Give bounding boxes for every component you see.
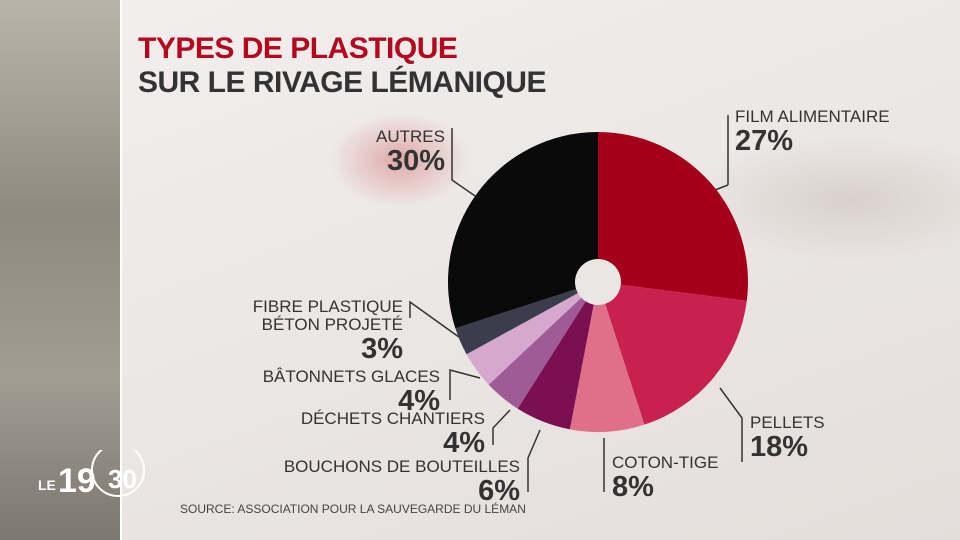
category-label: AUTRES — [376, 127, 445, 146]
value-label: 3% — [361, 333, 403, 365]
donut-slice — [605, 284, 747, 425]
logo-ring — [91, 450, 145, 497]
value-label: 4% — [443, 427, 485, 459]
background-photo — [0, 0, 122, 540]
leader-line — [451, 128, 479, 199]
category-label: DÉCHETS CHANTIERS — [300, 409, 485, 428]
category-label: BOUCHONS DE BOUTEILLES — [283, 457, 520, 476]
donut-slice — [569, 303, 645, 433]
leader-line — [409, 300, 471, 346]
slice-label: COTON-TIGE 8% — [612, 453, 732, 503]
slice-label: PELLETS 18% — [750, 413, 870, 463]
value-label: 30% — [386, 145, 445, 177]
chart-subtitle: SUR LE RIVAGE LÉMANIQUE — [138, 66, 546, 99]
value-label: 8% — [612, 471, 654, 503]
logo-prefix: LE — [38, 477, 56, 493]
leader-line — [719, 387, 743, 462]
leader-line — [527, 429, 541, 492]
donut-slice — [447, 132, 598, 329]
slice-label: FIBRE PLASTIQUE BÉTON PROJETÉ 3% — [230, 297, 403, 365]
value-label: 4% — [398, 385, 440, 417]
slice-label: DÉCHETS CHANTIERS 4% — [280, 409, 485, 459]
slice-label: AUTRES 30% — [300, 127, 445, 177]
slice-label: FILM ALIMENTAIRE 27% — [735, 107, 895, 157]
donut-slice — [455, 289, 578, 355]
leader-line — [714, 184, 729, 191]
value-label: 27% — [735, 125, 794, 157]
leader-line — [449, 369, 481, 400]
logo-graphic: LE 19 30 — [38, 450, 145, 500]
logo-hour: 19 — [58, 462, 96, 500]
category-label: FIBRE PLASTIQUE BÉTON PROJETÉ — [252, 297, 403, 334]
donut-slice — [466, 293, 582, 385]
category-label: BÂTONNETS GLACES — [262, 367, 440, 386]
slice-label: BÂTONNETS GLACES 4% — [240, 367, 440, 417]
category-label: COTON-TIGE — [612, 453, 719, 472]
value-label: 18% — [750, 431, 809, 463]
donut-slice — [488, 297, 586, 409]
leader-line — [492, 409, 511, 445]
category-label: FILM ALIMENTAIRE — [735, 107, 890, 126]
logo-minute: 30 — [108, 464, 137, 494]
source-note: SOURCE: ASSOCIATION POUR LA SAUVEGARDE D… — [180, 502, 526, 516]
donut-slice — [598, 132, 748, 301]
category-label: PELLETS — [750, 413, 825, 432]
value-label: 6% — [478, 475, 520, 507]
donut-slice — [517, 301, 594, 430]
chart-title: TYPES DE PLASTIQUE — [138, 32, 458, 65]
slice-label: BOUCHONS DE BOUTEILLES 6% — [280, 457, 520, 507]
